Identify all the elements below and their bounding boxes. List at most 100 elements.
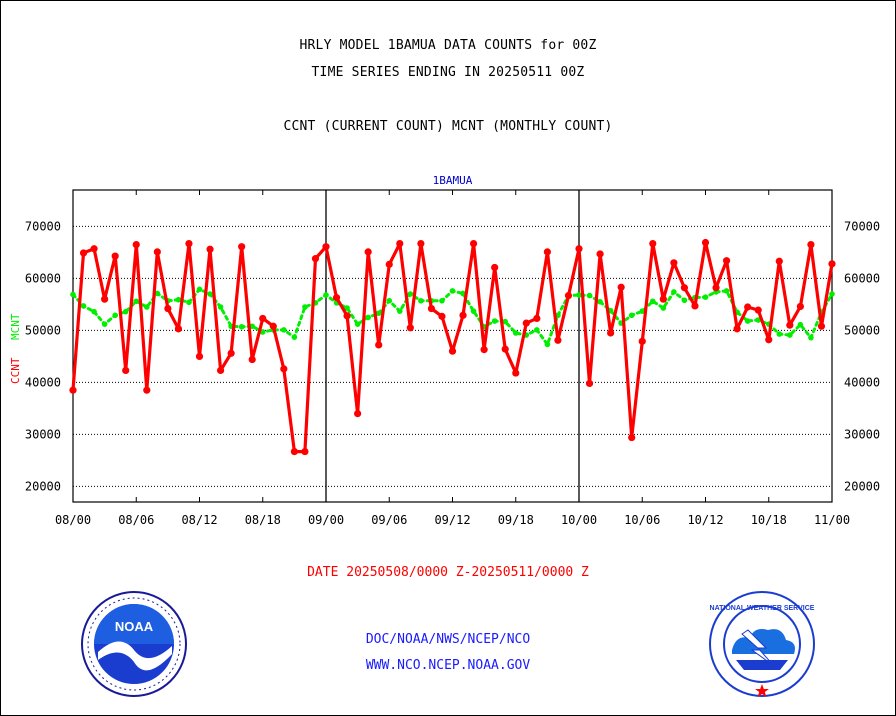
ccnt-point [554, 336, 562, 344]
series-line-ccnt [71, 240, 834, 454]
y-tick-label-right: 40000 [844, 375, 880, 389]
ccnt-point [617, 283, 625, 291]
ccnt-point [354, 410, 362, 418]
chart-title-line1: HRLY MODEL 1BAMUA DATA COUNTS for 00Z [299, 38, 597, 53]
x-tick-label: 08/06 [118, 513, 154, 527]
x-tick-label: 10/18 [751, 513, 787, 527]
mcnt-point [70, 291, 76, 298]
plot-area-border [72, 189, 833, 503]
mcnt-point [101, 321, 108, 327]
ccnt-point [122, 366, 130, 375]
mcnt-point [576, 292, 582, 298]
x-tick-label: 09/12 [434, 513, 470, 527]
mcnt-point [681, 297, 688, 304]
y-tick-label-left: 20000 [25, 479, 61, 493]
ccnt-point [385, 260, 393, 268]
mcnt-point [671, 289, 677, 295]
ccnt-point [817, 322, 826, 330]
mcnt-point [396, 308, 403, 314]
noaa-logo-icon: NOAA [81, 591, 187, 697]
mcnt-point [639, 308, 646, 314]
ccnt-point [174, 325, 183, 333]
ccnt-point [227, 349, 235, 357]
x-tick-label: 08/12 [181, 513, 217, 527]
mcnt-point [143, 304, 150, 310]
ccnt-point [522, 319, 530, 327]
ccnt-point [480, 346, 488, 354]
ccnt-point [649, 239, 657, 248]
noaa-logo-text: NOAA [115, 619, 154, 634]
ccnt-point [733, 325, 741, 333]
mcnt-point [207, 291, 213, 297]
ccnt-point [269, 322, 277, 330]
ccnt-point [164, 304, 172, 313]
ccnt-point [712, 284, 720, 292]
ccnt-point [638, 337, 646, 345]
chart-title-line2: TIME SERIES ENDING IN 20250511 00Z [311, 65, 585, 80]
ccnt-point [628, 433, 636, 442]
y-tick-label-left: 30000 [25, 427, 61, 441]
mcnt-point [649, 298, 656, 305]
x-tick-label: 09/06 [371, 513, 407, 527]
mcnt-point [586, 292, 593, 299]
org-label: DOC/NOAA/NWS/NCEP/NCO [365, 632, 531, 647]
y-tick-label-right: 50000 [844, 323, 880, 337]
mcnt-point [776, 331, 783, 337]
ccnt-point [807, 241, 815, 249]
ccnt-point [206, 245, 214, 253]
ccnt-point [290, 447, 298, 456]
date-range-label: DATE 20250508/0000 Z-20250511/0000 Z [307, 565, 589, 580]
mcnt-point [217, 304, 224, 310]
ccnt-point [343, 312, 351, 320]
ccnt-point [111, 252, 119, 260]
mcnt-point [291, 334, 298, 340]
ccnt-point [417, 239, 425, 248]
mcnt-point [238, 323, 245, 330]
mcnt-point [491, 318, 498, 324]
ccnt-point [828, 260, 836, 268]
ccnt-point [364, 248, 372, 256]
ccnt-point [659, 295, 667, 303]
mcnt-point [91, 308, 97, 315]
ccnt-point [322, 243, 330, 251]
ccnt-point [575, 245, 583, 253]
x-tick-label: 08/18 [245, 513, 281, 527]
x-tick-label: 11/00 [814, 513, 850, 527]
ccnt-point [311, 255, 320, 263]
ccnt-point [491, 263, 499, 272]
ccnt-point [396, 239, 404, 248]
ccnt-point [701, 238, 710, 247]
ccnt-point [143, 386, 151, 394]
mcnt-point [744, 318, 751, 324]
mcnt-point [808, 334, 814, 341]
mcnt-point [302, 304, 308, 310]
mcnt-point [186, 299, 192, 306]
ccnt-point [670, 259, 678, 267]
mcnt-point [154, 290, 161, 297]
mcnt-point [702, 294, 709, 300]
y-tick-label-left: 70000 [25, 219, 61, 233]
website-link[interactable]: WWW.NCO.NCEP.NOAA.GOV [365, 658, 531, 673]
ccnt-point [79, 249, 88, 257]
ccnt-point [775, 257, 783, 265]
mcnt-point [628, 312, 635, 319]
mcnt-point [829, 291, 835, 297]
ccnt-point [375, 341, 383, 349]
ccnt-point [248, 355, 256, 364]
ccnt-point [691, 302, 699, 310]
x-tick-label: 09/18 [498, 513, 534, 527]
station-label: 1BAMUA [433, 174, 473, 187]
y-tick-label-right: 70000 [844, 219, 880, 233]
mcnt-point [122, 308, 129, 315]
mcnt-point [259, 329, 266, 335]
y-tick-label-right: 20000 [844, 479, 880, 493]
mcnt-point [512, 330, 519, 336]
mcnt-point [386, 297, 393, 304]
mcnt-point [365, 314, 371, 321]
ccnt-point [680, 284, 689, 292]
mcnt-point [281, 327, 287, 333]
ccnt-point [427, 304, 436, 313]
x-tick-label: 08/00 [55, 513, 91, 527]
x-tick-label: 09/00 [308, 513, 344, 527]
ccnt-point [406, 324, 414, 332]
